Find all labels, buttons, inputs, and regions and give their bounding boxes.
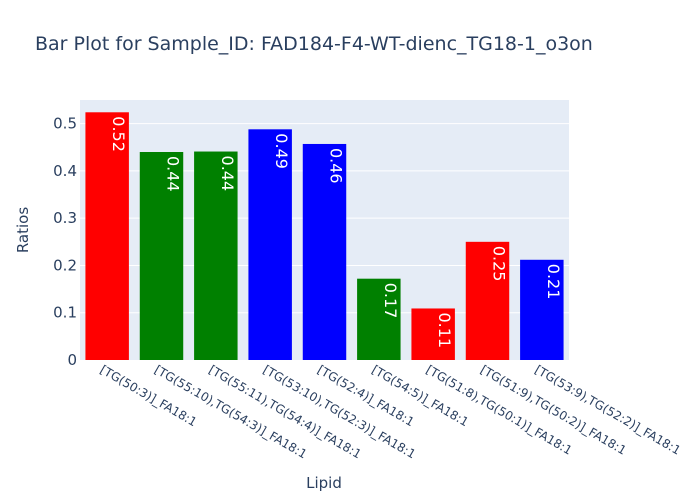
y-tick-labels: 0 0.1 0.2 0.3 0.4 0.5 — [53, 115, 77, 369]
bar — [139, 152, 184, 360]
y-tick-label: 0.2 — [53, 256, 77, 274]
bar-value-label: 0.46 — [327, 148, 346, 184]
bar-value-label: 0.25 — [490, 246, 509, 282]
bar-value-label: 0.44 — [164, 156, 183, 192]
y-tick-label: 0.1 — [53, 304, 77, 322]
bar — [465, 241, 510, 360]
bars — [85, 112, 564, 360]
bar-value-label: 0.17 — [381, 283, 400, 319]
bar-labels: 0.52 0.44 0.44 0.49 0.46 0.17 0.11 0.25 0.21 — [109, 116, 563, 348]
bar — [248, 129, 292, 360]
bar — [411, 308, 455, 360]
bar-value-label: 0.21 — [544, 264, 563, 300]
y-tick-label: 0 — [67, 351, 77, 369]
bar-value-label: 0.52 — [109, 116, 128, 152]
y-tick-label: 0.3 — [53, 209, 77, 227]
bar — [302, 143, 347, 360]
bar — [194, 151, 238, 360]
bar — [520, 259, 564, 360]
bar-value-label: 0.44 — [218, 156, 237, 192]
y-tick-label: 0.4 — [53, 162, 77, 180]
x-tick-label: [TG(50:3)]_FA18:1 — [98, 362, 200, 429]
bar-value-label: 0.49 — [272, 133, 291, 169]
chart-title: Bar Plot for Sample_ID: FAD184-F4-WT-die… — [35, 33, 593, 55]
x-tick-label: [TG(54:5)]_FA18:1 — [369, 362, 471, 429]
bar-value-label: 0.11 — [435, 312, 454, 348]
bar — [357, 278, 401, 360]
x-tick-labels: [TG(50:3)]_FA18:1[TG(55:10),TG(54:3)]_FA… — [98, 362, 683, 461]
bar — [85, 112, 129, 360]
y-axis-title: Ratios — [14, 207, 32, 254]
x-axis-title: Lipid — [306, 474, 342, 492]
y-tick-label: 0.5 — [53, 115, 77, 133]
